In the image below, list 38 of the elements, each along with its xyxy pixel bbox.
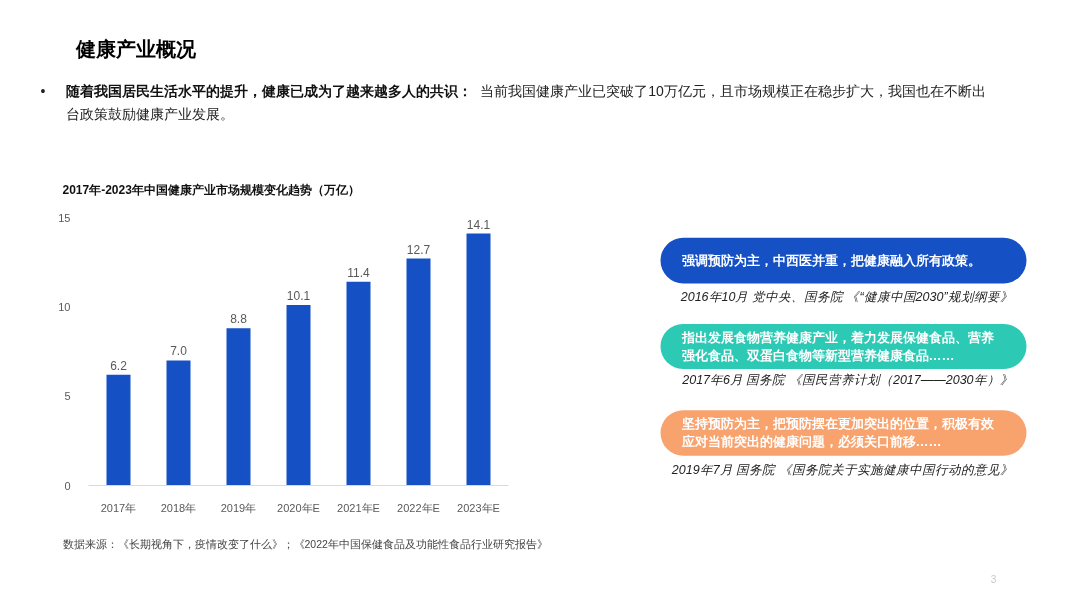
bar	[106, 374, 131, 486]
x-tick-label: 2022年E	[397, 501, 440, 514]
bar	[166, 360, 191, 486]
text: 当前我国健康产业已突破了10万亿元，且市场规模正在稳步扩大，我国也在不断出	[480, 82, 986, 99]
x-tick-label: 2019年	[220, 501, 257, 514]
data-label: 12.7	[406, 242, 431, 257]
y-tick-label: 10	[58, 300, 71, 313]
chart-title: 2017年-2023年中国健康产业市场规模变化趋势（万亿）	[62, 183, 360, 197]
data-label: 7.0	[170, 344, 188, 359]
text: 台政策鼓励健康产业发展。	[65, 105, 234, 122]
text: •	[40, 82, 46, 99]
data-label: 11.4	[347, 265, 371, 280]
x-tick-label: 2017年	[100, 501, 137, 514]
text: 随着我国居民生活水平的提升，健康已成为了越来越多人的共识：	[65, 82, 472, 99]
source-note: 数据来源：《长期视角下，疫情改变了什么》；《2022年中国保健食品及功能性食品行业研究报告》	[62, 537, 548, 550]
data-label: 6.2	[110, 358, 128, 373]
bar	[466, 233, 491, 486]
x-tick-label: 2021年E	[337, 501, 380, 514]
text: 2016年10月 党中央、国务院 《“健康中国2030”规划纲要》	[679, 290, 1013, 305]
text: 2019年7月 国务院 《国务院关于实施健康中国行动的意见》	[670, 462, 1013, 477]
x-tick-label: 2018年	[160, 501, 197, 514]
x-tick-label: 2023年E	[457, 501, 500, 514]
y-tick-label: 15	[58, 211, 71, 224]
data-label: 8.8	[230, 312, 248, 327]
data-label: 10.1	[286, 289, 311, 304]
text: 强调预防为主，中西医并重，把健康融入所有政策。	[681, 253, 981, 269]
y-tick-label: 5	[64, 390, 71, 403]
bar	[406, 258, 431, 486]
text: 健康产业概况	[74, 37, 197, 60]
data-label: 14.1	[466, 217, 491, 232]
bar	[346, 281, 371, 486]
y-tick-label: 0	[64, 479, 71, 492]
text: 指出发展食物营养健康产业，着力发展保健食品、营养强化食品、双蛋白食物等新型营养健康食品……	[680, 330, 994, 363]
text: 坚持预防为主，把预防摆在更加突出的位置，积极有效应对当前突出的健康问题，必须关口前移……	[680, 416, 995, 449]
x-tick-label: 2020年E	[277, 501, 320, 514]
bar	[226, 328, 251, 486]
bar	[286, 305, 311, 486]
text: 2017年6月 国务院 《国民营养计划（2017——2030年）》	[681, 372, 1013, 387]
